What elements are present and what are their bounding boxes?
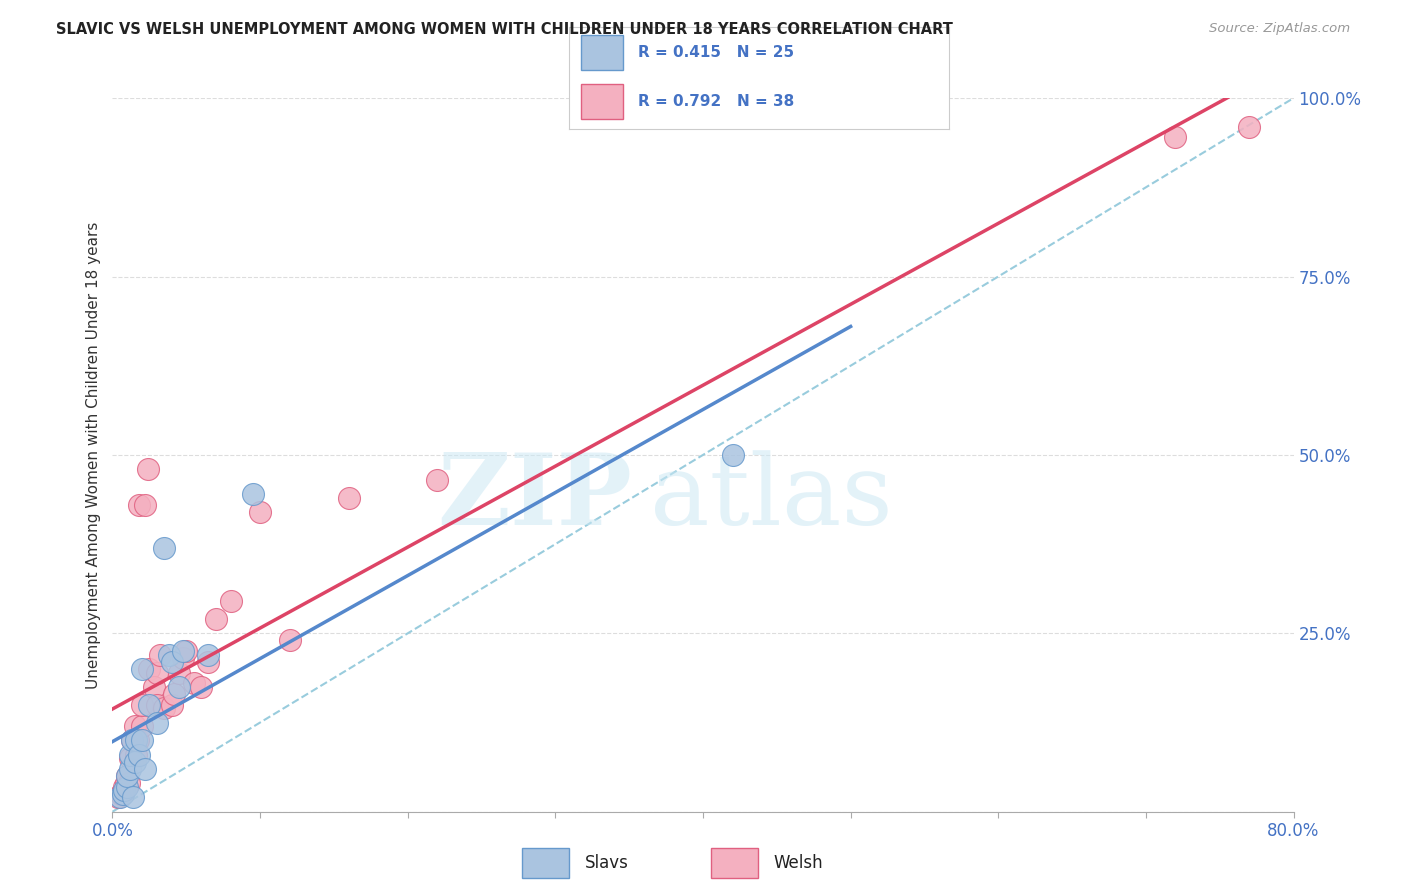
Point bbox=[136, 462, 159, 476]
Point bbox=[1164, 130, 1187, 145]
Point bbox=[107, 790, 129, 805]
Point bbox=[157, 648, 180, 662]
Point bbox=[138, 662, 160, 676]
Point bbox=[278, 633, 301, 648]
Point bbox=[146, 715, 169, 730]
Bar bbox=[581, 35, 623, 70]
Point bbox=[146, 665, 169, 680]
Point bbox=[114, 776, 136, 790]
Bar bbox=[581, 84, 623, 119]
Point bbox=[167, 680, 190, 694]
Point bbox=[146, 698, 169, 712]
Point bbox=[111, 787, 134, 801]
Text: Slavs: Slavs bbox=[585, 854, 628, 872]
Point bbox=[124, 719, 146, 733]
Point bbox=[160, 655, 183, 669]
Point bbox=[134, 762, 156, 776]
Point bbox=[121, 733, 143, 747]
Point bbox=[172, 651, 194, 665]
Point bbox=[131, 719, 153, 733]
Point bbox=[219, 594, 242, 608]
Point bbox=[122, 790, 145, 805]
Point bbox=[118, 776, 141, 790]
Text: R = 0.792   N = 38: R = 0.792 N = 38 bbox=[638, 95, 794, 109]
Text: ZIP: ZIP bbox=[437, 450, 633, 546]
Point bbox=[128, 498, 150, 512]
Y-axis label: Unemployment Among Women with Children Under 18 years: Unemployment Among Women with Children U… bbox=[86, 221, 101, 689]
Point bbox=[426, 473, 449, 487]
Point bbox=[134, 498, 156, 512]
Point bbox=[108, 790, 131, 805]
Point bbox=[160, 698, 183, 712]
Point bbox=[124, 755, 146, 769]
Text: R = 0.415   N = 25: R = 0.415 N = 25 bbox=[638, 45, 794, 60]
Point bbox=[125, 747, 148, 762]
Point bbox=[337, 491, 360, 505]
Point bbox=[153, 701, 176, 715]
Point bbox=[120, 751, 142, 765]
Point bbox=[172, 644, 194, 658]
Point bbox=[125, 733, 148, 747]
Text: Welsh: Welsh bbox=[773, 854, 824, 872]
Point bbox=[183, 676, 205, 690]
Point bbox=[174, 644, 197, 658]
Point bbox=[117, 769, 138, 783]
Point bbox=[197, 648, 219, 662]
Point bbox=[117, 780, 138, 794]
Point bbox=[153, 541, 176, 555]
Bar bbox=[711, 848, 758, 878]
Point bbox=[112, 783, 135, 797]
Point bbox=[120, 762, 142, 776]
Point bbox=[1239, 120, 1261, 134]
Point bbox=[121, 733, 143, 747]
Point bbox=[110, 787, 132, 801]
Text: SLAVIC VS WELSH UNEMPLOYMENT AMONG WOMEN WITH CHILDREN UNDER 18 YEARS CORRELATIO: SLAVIC VS WELSH UNEMPLOYMENT AMONG WOMEN… bbox=[56, 22, 953, 37]
Point bbox=[149, 648, 172, 662]
Point bbox=[117, 769, 138, 783]
Point bbox=[131, 698, 153, 712]
Point bbox=[249, 505, 271, 519]
Point bbox=[197, 655, 219, 669]
Point bbox=[167, 665, 190, 680]
Point bbox=[721, 448, 744, 462]
Point bbox=[242, 487, 264, 501]
Text: atlas: atlas bbox=[650, 450, 893, 546]
Text: Source: ZipAtlas.com: Source: ZipAtlas.com bbox=[1209, 22, 1350, 36]
Point bbox=[142, 680, 165, 694]
Point bbox=[163, 687, 186, 701]
Bar bbox=[522, 848, 569, 878]
Point bbox=[131, 733, 153, 747]
Point bbox=[205, 612, 228, 626]
Point bbox=[190, 680, 212, 694]
Point bbox=[131, 662, 153, 676]
Point bbox=[120, 747, 142, 762]
Point bbox=[112, 780, 135, 794]
Point bbox=[138, 698, 160, 712]
Point bbox=[127, 733, 149, 747]
Point bbox=[128, 747, 150, 762]
